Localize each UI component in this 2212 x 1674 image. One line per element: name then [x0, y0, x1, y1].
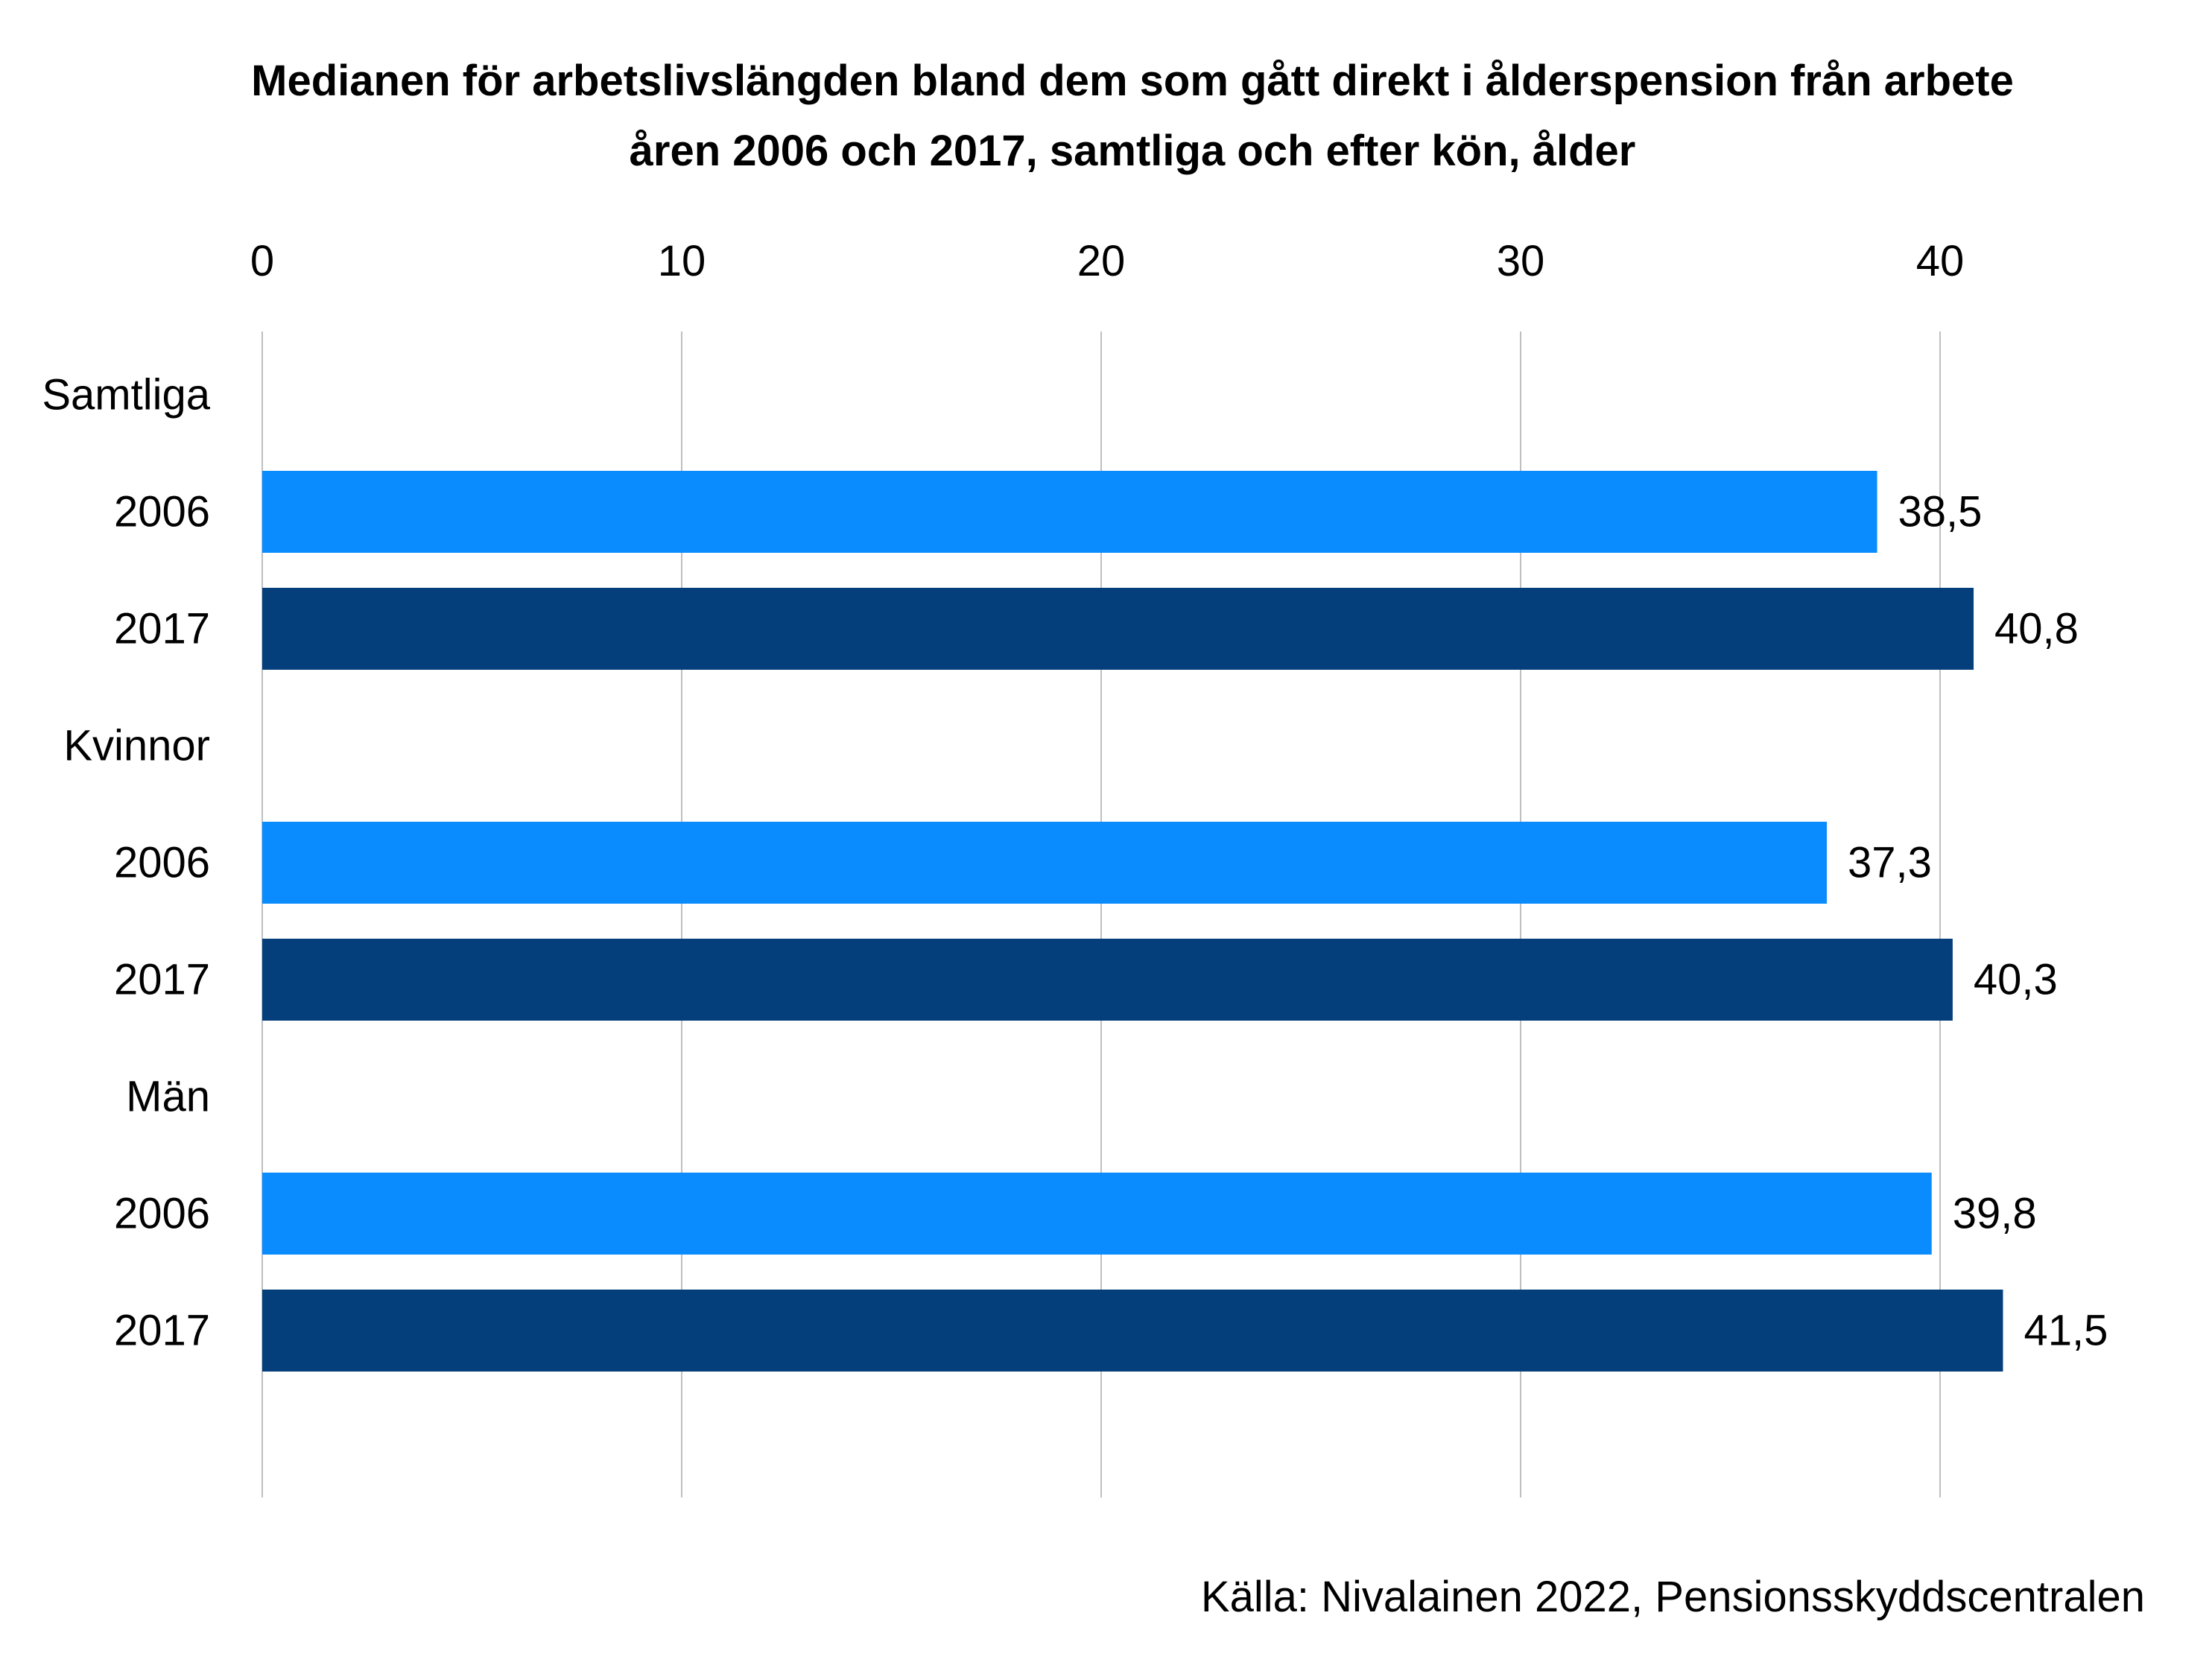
data-label: 41,5	[2024, 1307, 2108, 1355]
group-label: Kvinnor	[63, 722, 210, 770]
bar-2017	[262, 588, 1974, 670]
chart-title-line-1: Medianen för arbetslivslängden bland dem…	[251, 57, 2014, 105]
data-label: 38,5	[1898, 488, 1983, 536]
x-tick-label-20: 20	[1077, 237, 1126, 285]
group-label: Samtliga	[42, 371, 210, 419]
bar-2006	[262, 822, 1827, 904]
chart-title: Medianen för arbetslivslängden bland dem…	[0, 46, 2212, 186]
chart-title-line-2: åren 2006 och 2017, samtliga och efter k…	[629, 127, 1636, 175]
x-tick-label-40: 40	[1916, 237, 1965, 285]
bar-2017	[262, 1290, 2003, 1372]
year-label: 2017	[114, 1307, 210, 1355]
data-labels: 38,5 40,8 37,3 40,3 39,8 41,5	[1848, 488, 2108, 1355]
bar-2006	[262, 1173, 1932, 1255]
x-tick-label-30: 30	[1497, 237, 1545, 285]
data-label: 40,3	[1974, 956, 2058, 1004]
year-label: 2006	[114, 839, 210, 887]
year-label: 2006	[114, 1190, 210, 1238]
data-label: 40,8	[1994, 605, 2079, 653]
year-label: 2006	[114, 488, 210, 536]
x-axis-ticks: 0 10 20 30 40	[250, 237, 1964, 285]
bars	[262, 471, 2003, 1372]
source-note: Källa: Nivalainen 2022, Pensionsskyddsce…	[1200, 1573, 2145, 1621]
x-tick-label-10: 10	[658, 237, 706, 285]
year-label: 2017	[114, 605, 210, 653]
data-label: 39,8	[1953, 1190, 2037, 1238]
group-label: Män	[126, 1073, 210, 1121]
x-tick-label-0: 0	[250, 237, 274, 285]
year-label: 2017	[114, 956, 210, 1004]
category-labels: Samtliga 2006 2017 Kvinnor 2006 2017 Män 2006 20…	[42, 371, 210, 1355]
bar-2017	[262, 939, 1953, 1021]
data-label: 37,3	[1848, 839, 1932, 887]
bar-2006	[262, 471, 1877, 553]
